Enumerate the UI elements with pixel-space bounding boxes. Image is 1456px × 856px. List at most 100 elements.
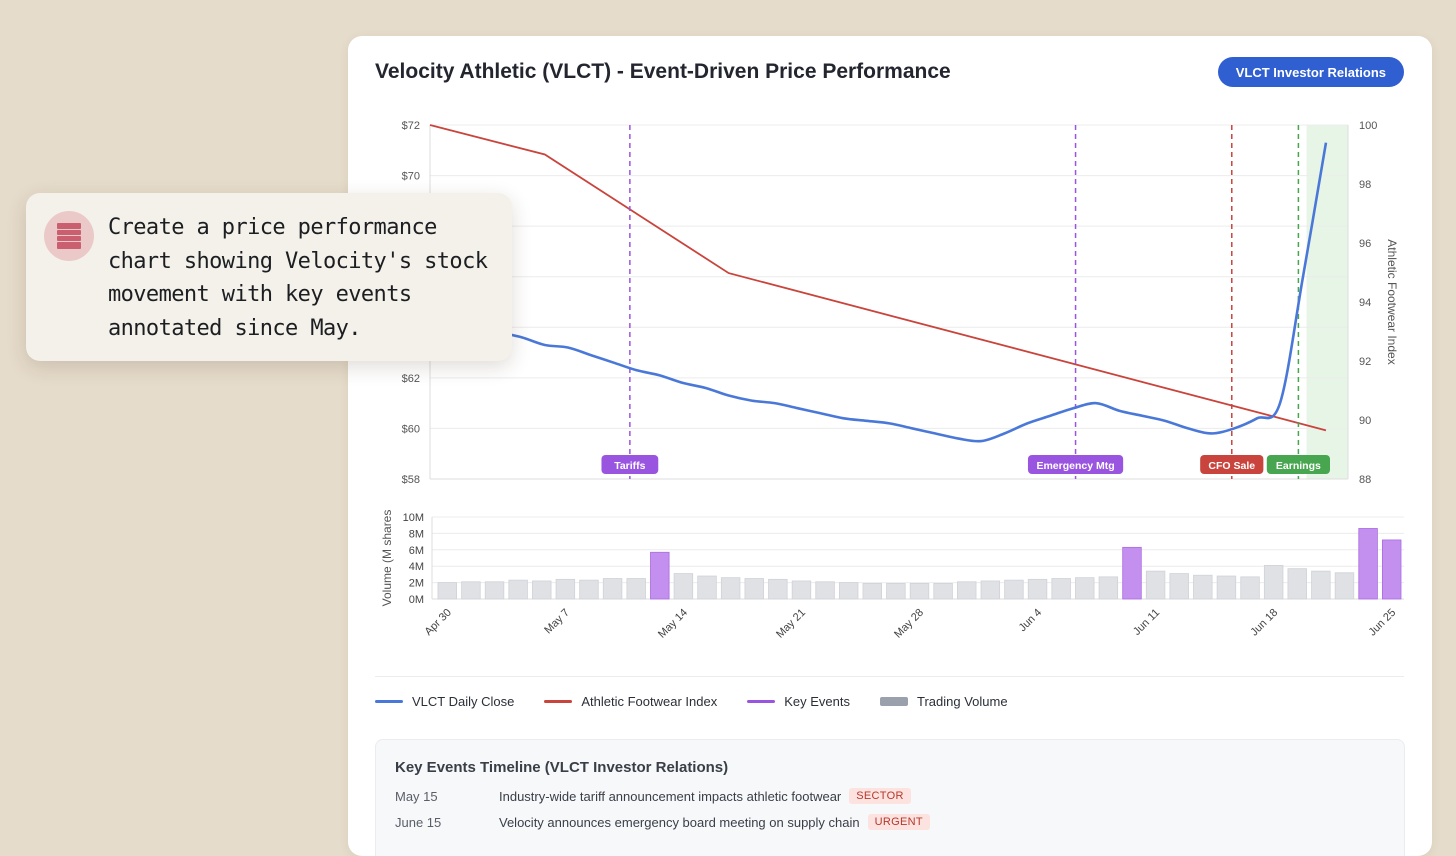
volume-bar — [1027, 578, 1048, 600]
volume-bar — [909, 583, 930, 600]
event-label: Tariffs — [614, 460, 645, 472]
volume-tick-label: 2M — [409, 578, 424, 590]
volume-bar — [1122, 546, 1142, 600]
volume-bar — [461, 581, 481, 600]
volume-tick-label: 6M — [409, 545, 424, 557]
volume-bar — [673, 573, 694, 600]
timeline-date: June 15 — [395, 814, 442, 830]
x-tick-label: Jun 11 — [1131, 607, 1162, 638]
volume-bar — [626, 578, 646, 600]
volume-bar — [1216, 575, 1237, 600]
volume-bar — [815, 581, 835, 600]
legend-swatch-events — [747, 700, 776, 703]
timeline-title: Key Events Timeline (VLCT Investor Relat… — [395, 759, 729, 776]
volume-bar — [744, 578, 764, 600]
volume-bar — [1240, 576, 1260, 600]
y-left-tick-label: $58 — [402, 474, 420, 486]
legend-swatch-index — [544, 700, 573, 703]
y-left-tick-label: $70 — [402, 171, 420, 183]
volume-bar — [1098, 576, 1119, 600]
volume-axis-label: Volume (M shares — [380, 510, 394, 607]
page-title: Velocity Athletic (VLCT) - Event-Driven … — [375, 60, 951, 83]
event-label: Earnings — [1276, 460, 1321, 472]
volume-bar — [1193, 574, 1213, 600]
event-label: Emergency Mtg — [1036, 460, 1114, 472]
event-label-badge — [1027, 455, 1124, 474]
legend-item-events[interactable]: Key Events — [747, 694, 850, 709]
event-label-badge — [601, 455, 659, 474]
x-tick-label: May 7 — [542, 607, 572, 637]
volume-bar — [1381, 539, 1402, 600]
volume-bar — [508, 579, 528, 600]
y-left-tick-label: $62 — [402, 373, 420, 385]
volume-bar — [933, 583, 953, 600]
volume-bar — [862, 583, 882, 600]
x-tick-label: Apr 30 — [423, 607, 454, 638]
event-label-badge — [1266, 455, 1330, 474]
volume-bar — [437, 582, 458, 600]
volume-bar — [1075, 577, 1095, 600]
legend-label: Athletic Footwear Index — [581, 694, 718, 709]
x-tick-label: May 21 — [774, 607, 808, 641]
volume-bar — [980, 580, 1001, 600]
timeline-text: Velocity announces emergency board meeti… — [499, 814, 860, 830]
volume-bar — [768, 578, 788, 600]
volume-bar — [720, 577, 741, 600]
volume-bar — [579, 579, 599, 600]
volume-bar — [1287, 568, 1307, 600]
x-tick-label: Jun 4 — [1017, 607, 1045, 635]
volume-tick-label: 8M — [409, 528, 424, 540]
prompt-text: Create a price performance chart showing… — [108, 215, 488, 341]
timeline-badge: URGENT — [867, 814, 930, 830]
volume-bar — [532, 580, 552, 600]
index-line — [429, 124, 1327, 432]
legend-label: Key Events — [784, 694, 850, 709]
y-left-tick-label: $60 — [402, 423, 420, 435]
investor-relations-button[interactable]: VLCT Investor Relations — [1217, 57, 1404, 87]
volume-bar — [838, 582, 859, 600]
volume-bar — [1334, 572, 1355, 600]
legend-label: VLCT Daily Close — [412, 694, 515, 709]
event-label-badge — [1200, 455, 1264, 474]
timeline-row: June 15 Velocity announces emergency boa… — [395, 814, 930, 830]
volume-tick-label: 10M — [403, 512, 424, 524]
volume-tick-label: 4M — [409, 561, 424, 573]
vlct-price-line — [429, 142, 1328, 443]
volume-tick-label: 0M — [409, 594, 424, 606]
legend-item-index[interactable]: Athletic Footwear Index — [544, 694, 717, 709]
legend-swatch-vlct — [375, 700, 403, 703]
timeline-date: May 15 — [395, 788, 438, 804]
volume-bar — [1145, 570, 1166, 600]
legend-item-volume[interactable]: Trading Volume — [879, 694, 1008, 709]
volume-bar — [1358, 528, 1378, 600]
volume-bar — [1004, 579, 1024, 600]
user-avatar-icon — [44, 211, 94, 261]
chart-legend: VLCT Daily Close Athletic Footwear Index… — [375, 694, 1008, 709]
volume-bar — [602, 578, 623, 600]
legend-swatch-volume — [879, 697, 908, 706]
volume-bar — [1051, 578, 1071, 600]
volume-bar — [886, 583, 906, 600]
timeline-row: May 15 Industry-wide tariff announcement… — [395, 788, 911, 804]
y-right-tick-label: 96 — [1359, 238, 1371, 250]
y-right-tick-label: 98 — [1359, 179, 1371, 191]
y-right-tick-label: 92 — [1359, 356, 1371, 368]
volume-bar — [957, 581, 977, 600]
timeline-badge: SECTOR — [849, 788, 911, 804]
timeline-text: Industry-wide tariff announcement impact… — [499, 788, 842, 804]
y-right-tick-label: 90 — [1359, 415, 1371, 427]
x-tick-label: Jun 18 — [1248, 607, 1280, 639]
prompt-bubble: Create a price performance chart showing… — [26, 193, 512, 361]
earnings-shade — [1306, 125, 1348, 479]
price-chart: $58$60$62$64$66$68$70$72889092949698100A… — [380, 120, 1404, 641]
event-label: CFO Sale — [1208, 460, 1255, 472]
volume-bar — [1263, 564, 1284, 600]
legend-item-vlct[interactable]: VLCT Daily Close — [375, 694, 514, 709]
legend-label: Trading Volume — [916, 694, 1008, 709]
chart-card: Velocity Athletic (VLCT) - Event-Driven … — [348, 36, 1432, 856]
volume-bar — [484, 581, 505, 600]
y-right-tick-label: 94 — [1359, 297, 1371, 309]
x-tick-label: May 28 — [892, 607, 926, 641]
y-right-tick-label: 100 — [1359, 120, 1377, 132]
y-right-axis-label: Athletic Footwear Index — [1385, 239, 1399, 364]
